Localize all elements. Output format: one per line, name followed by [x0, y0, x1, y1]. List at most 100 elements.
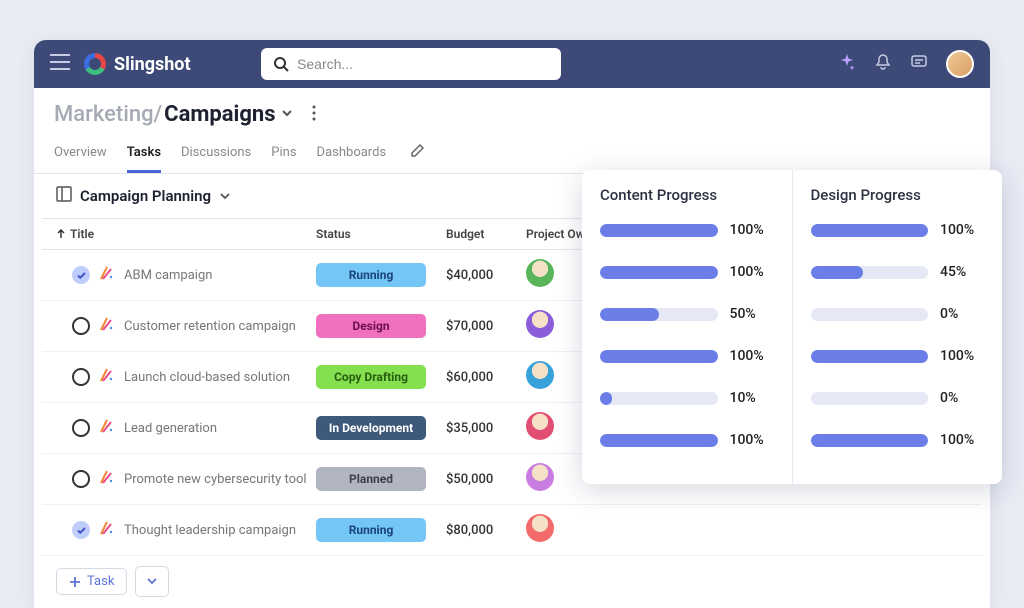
task-checkbox[interactable]	[72, 317, 90, 335]
content-progress-col: Content Progress 100%100%50%100%10%100%	[582, 170, 792, 484]
more-icon[interactable]	[312, 105, 316, 125]
progress-fill	[600, 350, 718, 363]
progress-row: 100%	[600, 432, 774, 448]
progress-bar	[600, 224, 718, 237]
task-row[interactable]: Thought leadership campaignRunning$80,00…	[42, 505, 982, 556]
progress-bar	[600, 392, 718, 405]
tab-dashboards[interactable]: Dashboards	[317, 139, 387, 173]
chevron-down-icon	[146, 575, 158, 587]
progress-bar	[811, 434, 929, 447]
task-name: Customer retention campaign	[124, 319, 296, 334]
task-budget: $60,000	[446, 370, 526, 385]
task-icon	[100, 317, 114, 335]
task-budget: $70,000	[446, 319, 526, 334]
task-status-cell: Design	[316, 314, 446, 338]
plus-icon	[69, 576, 81, 588]
status-badge[interactable]: In Development	[316, 416, 426, 440]
progress-row: 45%	[811, 264, 985, 280]
status-badge[interactable]: Running	[316, 263, 426, 287]
progress-bar	[600, 350, 718, 363]
breadcrumb-sep: /	[154, 102, 163, 127]
tab-pins[interactable]: Pins	[271, 139, 296, 173]
progress-fill	[600, 266, 718, 279]
progress-pct: 10%	[730, 390, 774, 406]
add-task-button[interactable]: Task	[56, 568, 127, 595]
section-label: Campaign Planning	[80, 187, 211, 205]
tab-tasks[interactable]: Tasks	[127, 139, 161, 173]
progress-row: 100%	[811, 348, 985, 364]
menu-icon[interactable]	[50, 54, 70, 74]
progress-bar	[811, 224, 929, 237]
progress-bar	[600, 434, 718, 447]
task-status-cell: Running	[316, 263, 446, 287]
task-icon	[100, 266, 114, 284]
progress-bar	[600, 308, 718, 321]
task-title-cell: Customer retention campaign	[56, 317, 316, 335]
progress-fill	[811, 266, 864, 279]
progress-fill	[600, 308, 659, 321]
task-checkbox[interactable]	[72, 521, 90, 539]
status-badge[interactable]: Design	[316, 314, 426, 338]
owner-avatar[interactable]	[526, 463, 554, 491]
status-badge[interactable]: Running	[316, 518, 426, 542]
progress-bar	[811, 308, 929, 321]
logo[interactable]: Slingshot	[84, 53, 191, 75]
owner-avatar[interactable]	[526, 361, 554, 389]
progress-pct: 100%	[940, 222, 984, 238]
progress-pct: 100%	[730, 348, 774, 364]
search-input[interactable]	[297, 56, 549, 72]
progress-row: 100%	[600, 222, 774, 238]
user-avatar[interactable]	[946, 50, 974, 78]
progress-fill	[811, 434, 929, 447]
status-badge[interactable]: Planned	[316, 467, 426, 491]
progress-pct: 100%	[940, 432, 984, 448]
progress-row: 100%	[600, 348, 774, 364]
task-budget: $40,000	[446, 268, 526, 283]
status-badge[interactable]: Copy Drafting	[316, 365, 426, 389]
task-title-cell: Promote new cybersecurity tool	[56, 470, 316, 488]
progress-fill	[811, 224, 929, 237]
task-checkbox[interactable]	[72, 419, 90, 437]
layout-icon[interactable]	[56, 186, 72, 206]
design-progress-col: Design Progress 100%45%0%100%0%100%	[792, 170, 1003, 484]
progress-row: 0%	[811, 306, 985, 322]
add-task-row: Task	[42, 556, 982, 607]
task-owner-cell	[526, 514, 626, 546]
progress-pct: 0%	[940, 306, 984, 322]
breadcrumb-current[interactable]: Campaigns	[164, 102, 275, 127]
tab-overview[interactable]: Overview	[54, 139, 107, 173]
task-status-cell: Planned	[316, 467, 446, 491]
bell-icon[interactable]	[874, 53, 892, 75]
progress-pct: 100%	[940, 348, 984, 364]
col-budget[interactable]: Budget	[446, 227, 526, 241]
content-progress-title: Content Progress	[600, 186, 774, 204]
task-status-cell: In Development	[316, 416, 446, 440]
chat-icon[interactable]	[910, 53, 928, 75]
task-checkbox[interactable]	[72, 470, 90, 488]
progress-bar	[811, 392, 929, 405]
owner-avatar[interactable]	[526, 412, 554, 440]
col-title[interactable]: Title	[56, 227, 316, 241]
col-status[interactable]: Status	[316, 227, 446, 241]
task-title-cell: Lead generation	[56, 419, 316, 437]
owner-avatar[interactable]	[526, 310, 554, 338]
task-budget: $50,000	[446, 472, 526, 487]
task-icon	[100, 470, 114, 488]
breadcrumb-parent[interactable]: Marketing	[54, 102, 154, 127]
task-title-cell: Launch cloud-based solution	[56, 368, 316, 386]
chevron-down-icon[interactable]	[280, 105, 294, 124]
task-checkbox[interactable]	[72, 266, 90, 284]
logo-icon	[84, 53, 106, 75]
edit-icon[interactable]	[410, 143, 424, 170]
task-checkbox[interactable]	[72, 368, 90, 386]
add-task-dropdown[interactable]	[135, 566, 169, 597]
owner-avatar[interactable]	[526, 514, 554, 542]
sparkle-icon[interactable]	[838, 53, 856, 75]
progress-fill	[600, 434, 718, 447]
search-box[interactable]	[261, 48, 561, 80]
progress-pct: 45%	[940, 264, 984, 280]
tab-discussions[interactable]: Discussions	[181, 139, 251, 173]
task-budget: $35,000	[446, 421, 526, 436]
owner-avatar[interactable]	[526, 259, 554, 287]
chevron-down-icon[interactable]	[219, 187, 231, 206]
